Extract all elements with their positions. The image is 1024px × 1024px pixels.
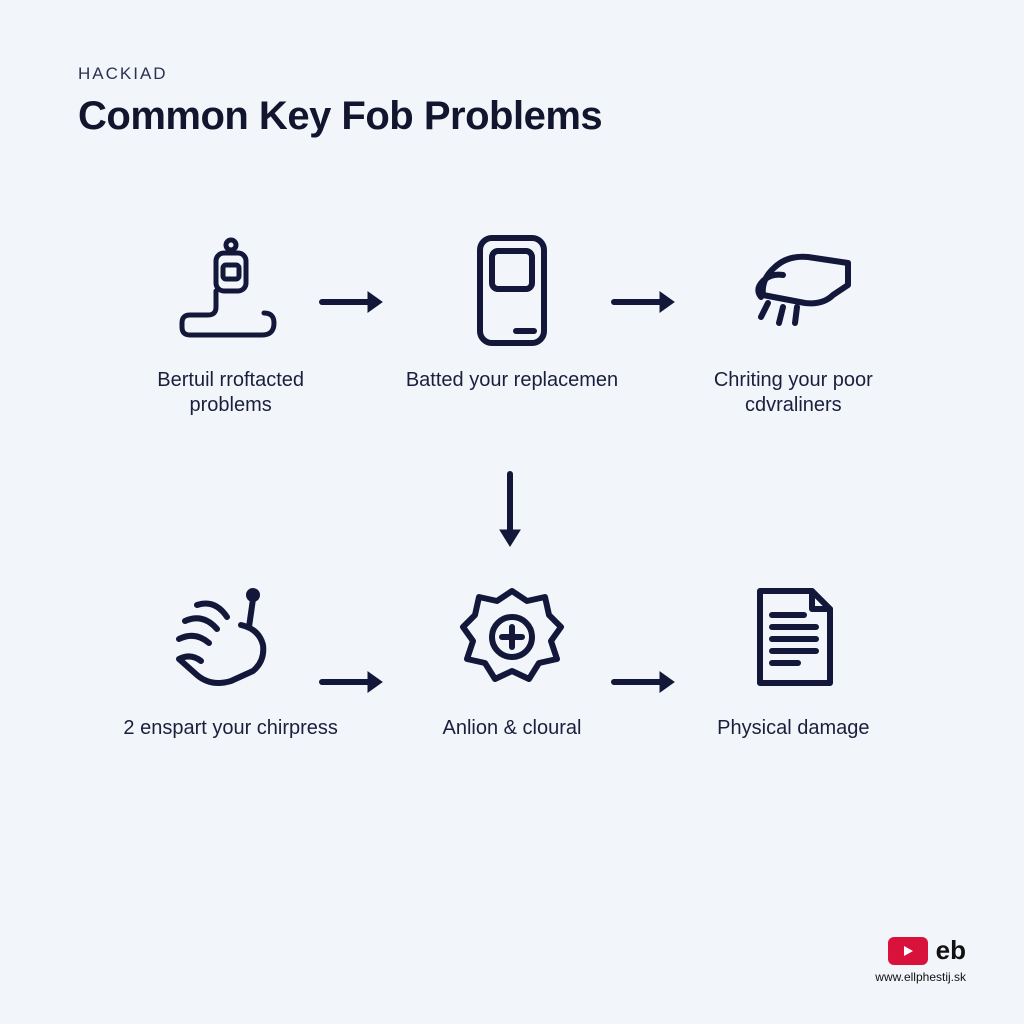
phone-icon xyxy=(452,230,572,350)
badge-plus-icon xyxy=(452,578,572,698)
arrow-right-icon xyxy=(610,668,680,696)
arrow-right-icon xyxy=(318,668,388,696)
eyebrow: HACKIAD xyxy=(78,64,1024,84)
hand-press-icon xyxy=(171,578,291,698)
arrow-right-icon xyxy=(610,288,680,316)
arrow-right-icon xyxy=(318,288,388,316)
page-title: Common Key Fob Problems xyxy=(78,94,1024,139)
node-label: Chriting your poor cdvraliners xyxy=(683,368,903,418)
node-n2: Batted your replacemen xyxy=(371,230,652,418)
hand-grip-icon xyxy=(733,230,853,350)
header: HACKIAD Common Key Fob Problems xyxy=(0,0,1024,139)
node-label: Physical damage xyxy=(717,716,869,741)
arrow-down-icon xyxy=(496,470,524,552)
key-fob-icon xyxy=(171,230,291,350)
footer-url: www.ellphestij.sk xyxy=(875,970,966,984)
play-badge-icon xyxy=(888,937,928,965)
footer: eb www.ellphestij.sk xyxy=(875,935,966,984)
node-n5: Anlion & cloural xyxy=(371,578,652,741)
node-label: 2 enspart your chirpress xyxy=(123,716,338,741)
node-n6: Physical damage xyxy=(653,578,934,741)
node-label: Anlion & cloural xyxy=(443,716,582,741)
node-n3: Chriting your poor cdvraliners xyxy=(653,230,934,418)
node-label: Bertuil rroftacted problems xyxy=(121,368,341,418)
logo-text: eb xyxy=(936,935,966,966)
logo: eb xyxy=(875,935,966,966)
document-icon xyxy=(733,578,853,698)
node-n1: Bertuil rroftacted problems xyxy=(90,230,371,418)
node-n4: 2 enspart your chirpress xyxy=(90,578,371,741)
node-label: Batted your replacemen xyxy=(406,368,618,393)
